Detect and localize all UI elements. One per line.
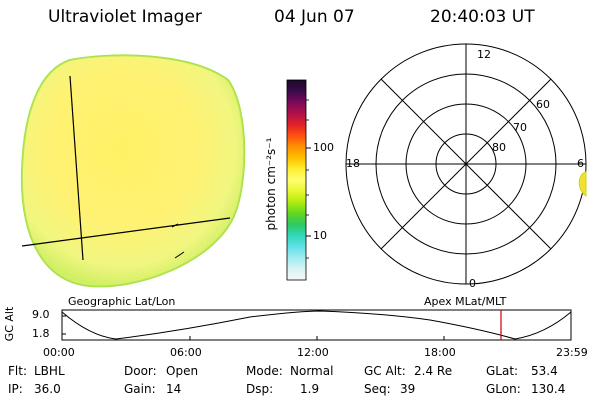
geo-tick-line xyxy=(171,223,179,228)
mlt-label-6: 6 xyxy=(577,157,584,170)
info-key-glat: GLat: xyxy=(486,364,519,378)
info-value-door: Open xyxy=(166,364,199,378)
timeline-plot xyxy=(61,309,572,341)
title-bar: Ultraviolet Imager 04 Jun 07 20:40:03 UT xyxy=(0,0,600,36)
timeline-x-tick-4: 23:59 xyxy=(556,346,588,359)
altitude-curve xyxy=(61,310,572,340)
info-key-gain: Gain: xyxy=(124,382,156,396)
lat-label-60: 60 xyxy=(536,98,550,111)
timeline-y-tick-high: 9.0 xyxy=(32,308,50,321)
info-value-mode: Normal xyxy=(290,364,334,378)
colorbar xyxy=(286,79,311,281)
geo-tick-line xyxy=(174,251,185,259)
geo-meridian-line xyxy=(69,75,84,261)
uv-image-disk xyxy=(20,54,246,288)
timeline-x-tick-1: 06:00 xyxy=(170,346,202,359)
timeline-x-tick-0: 00:00 xyxy=(43,346,75,359)
info-key-dsp: Dsp: xyxy=(246,382,274,396)
info-value-gc-alt: 2.4 Re xyxy=(414,364,453,378)
colorbar-tick-100: 100 xyxy=(313,141,334,154)
timeline-y-axis-label: GC Alt xyxy=(3,306,16,342)
observation-time: 20:40:03 UT xyxy=(430,7,535,27)
info-key-flt: Flt: xyxy=(8,364,27,378)
info-value-seq: 39 xyxy=(400,382,416,396)
info-value-flt: LBHL xyxy=(34,364,65,378)
info-key-glon: GLon: xyxy=(486,382,521,396)
geo-parallel-line xyxy=(21,217,231,247)
mlt-label-18: 18 xyxy=(346,157,360,170)
info-key-door: Door: xyxy=(124,364,157,378)
info-value-dsp: 1.9 xyxy=(300,382,320,396)
mlt-label-12: 12 xyxy=(477,48,491,61)
lat-label-80: 80 xyxy=(492,141,506,154)
info-key-ip: IP: xyxy=(8,382,23,396)
info-key-mode: Mode: xyxy=(246,364,283,378)
timeline-left-label: Geographic Lat/Lon xyxy=(68,295,176,308)
info-value-glat: 53.4 xyxy=(531,364,558,378)
info-key-seq: Seq: xyxy=(364,382,391,396)
colorbar-tick-10: 10 xyxy=(313,229,327,242)
timeline-x-tick-2: 12:00 xyxy=(297,346,329,359)
timeline-right-label: Apex MLat/MLT xyxy=(424,295,507,308)
info-value-ip: 36.0 xyxy=(34,382,61,396)
info-key-gc-alt: GC Alt: xyxy=(364,364,406,378)
timeline-y-tick-low: 1.8 xyxy=(32,327,50,340)
mlt-label-0: 0 xyxy=(469,277,476,290)
timeline-x-tick-3: 18:00 xyxy=(424,346,456,359)
auroral-emission-patch xyxy=(578,171,587,198)
info-value-gain: 14 xyxy=(166,382,182,396)
info-value-glon: 130.4 xyxy=(531,382,566,396)
lat-label-70: 70 xyxy=(513,121,527,134)
polar-plot xyxy=(345,43,587,285)
colorbar-label: photon cm⁻²s⁻¹ xyxy=(264,137,278,231)
observation-date: 04 Jun 07 xyxy=(274,7,355,27)
instrument-title: Ultraviolet Imager xyxy=(48,7,202,27)
